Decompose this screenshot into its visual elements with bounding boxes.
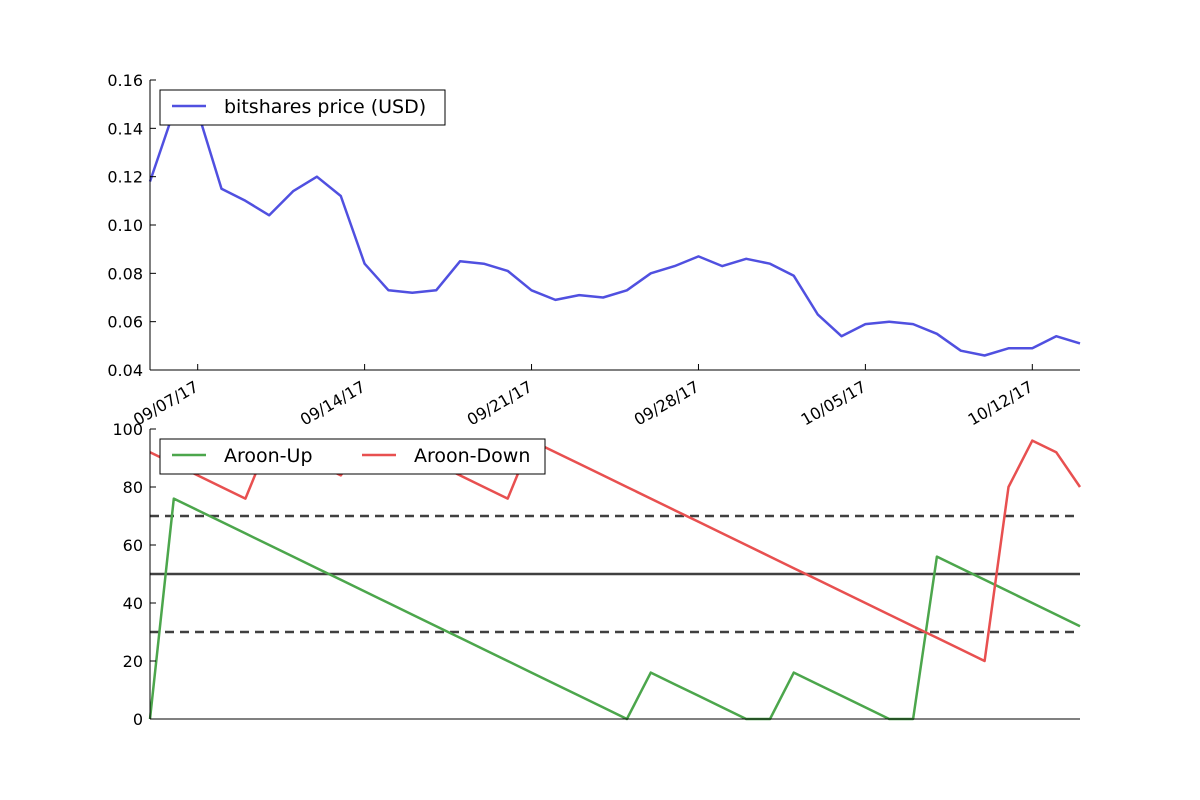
y-tick-label: 0.06 [107, 313, 143, 332]
bitshares-price-usd-line [148, 110, 1081, 357]
aroon-legend: Aroon-Up Aroon-Down [159, 438, 546, 475]
y-tick-label: 0 [133, 710, 143, 729]
y-tick-label: 0.14 [107, 119, 143, 138]
aroon-axes: 0 20 40 60 80 100 [112, 420, 1080, 729]
y-tick-label: 20 [123, 652, 143, 671]
price-series-group [148, 110, 1081, 357]
aroon-up-legend-label: Aroon-Up [224, 445, 313, 467]
y-tick-label: 0.08 [107, 264, 143, 283]
aroon-chart: 0 20 40 60 80 100 Aroon-Up Aroon-Down [112, 420, 1082, 729]
y-tick-label: 40 [123, 594, 143, 613]
price-legend: bitshares price (USD) [159, 89, 446, 126]
y-tick-label: 0.10 [107, 216, 143, 235]
aroon-down-legend-label: Aroon-Down [414, 445, 530, 467]
aroon-threshold-lines [150, 514, 1080, 634]
y-tick-label: 100 [112, 420, 143, 439]
y-tick-label: 0.12 [107, 168, 143, 187]
price-legend-box [159, 89, 446, 126]
y-tick-label: 80 [123, 478, 143, 497]
y-tick-label: 0.04 [107, 361, 143, 380]
y-tick-label: 60 [123, 536, 143, 555]
aroon-legend-box [159, 438, 546, 475]
y-tick-label: 0.16 [107, 71, 143, 90]
aroon-up-line [148, 497, 1081, 721]
price-legend-label: bitshares price (USD) [224, 96, 426, 118]
